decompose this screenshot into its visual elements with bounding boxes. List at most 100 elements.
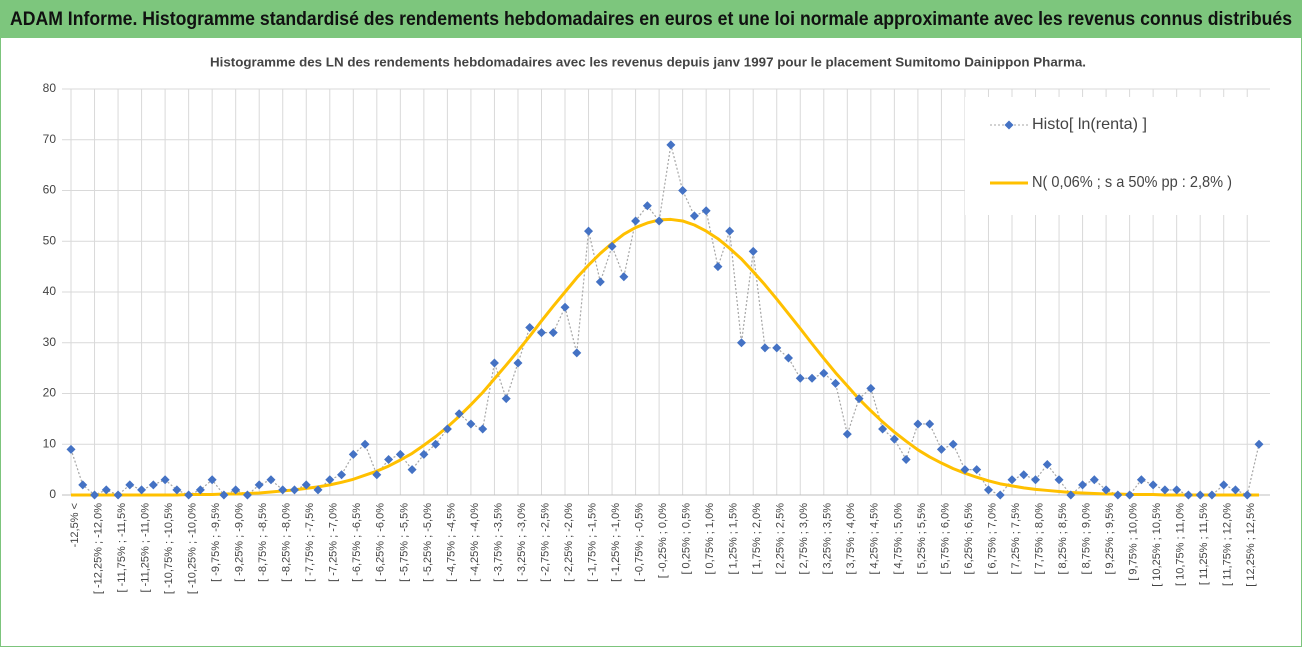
histo-point	[1054, 475, 1064, 485]
histo-point	[1136, 475, 1146, 485]
x-tick-label: [ 0,75% ; 1,0%	[704, 503, 716, 575]
histo-point	[442, 424, 452, 434]
histo-point	[854, 394, 864, 404]
histo-point	[489, 358, 499, 368]
histo-point	[1031, 475, 1041, 485]
histo-point	[113, 490, 123, 500]
x-tick-label: [ -5,75% ; -5,5%	[398, 503, 410, 582]
histo-point	[266, 475, 276, 485]
histo-point	[842, 429, 852, 439]
histo-point	[1183, 490, 1193, 500]
histo-point	[66, 444, 76, 454]
histo-point	[866, 383, 876, 393]
x-tick-label: [ 10,25% ; 10,5%	[1151, 503, 1163, 587]
histo-point	[701, 206, 711, 216]
page-title: ADAM Informe. Histogramme standardisé de…	[10, 9, 1292, 30]
x-tick-label: [ -4,25% ; -4,0%	[469, 503, 481, 582]
x-tick-label: [ 2,25% ; 2,5%	[775, 503, 787, 575]
histo-point	[572, 348, 582, 358]
x-tick-label: -12,5% <	[69, 503, 81, 547]
histo-point	[1019, 470, 1029, 480]
histo-point	[172, 485, 182, 495]
histo-point	[1230, 485, 1240, 495]
x-tick-label: [ -4,75% ; -4,5%	[445, 503, 457, 582]
normal-curve	[71, 217, 1259, 497]
histo-point	[1172, 485, 1182, 495]
histo-point	[807, 373, 817, 383]
histo-point	[831, 378, 841, 388]
chart-title: Histogramme des LN des rendements hebdom…	[210, 54, 1086, 69]
histo-point	[454, 409, 464, 419]
histo-point	[478, 424, 488, 434]
histo-point	[301, 480, 311, 490]
histo-point	[560, 302, 570, 312]
x-tick-label: [ -9,25% ; -9,0%	[234, 503, 246, 582]
histo-point	[713, 262, 723, 272]
x-tick-label: [ 12,25% ; 12,5%	[1245, 503, 1257, 587]
x-tick-label: [ 0,25% ; 0,5%	[681, 503, 693, 575]
histo-point	[1113, 490, 1123, 500]
histo-point	[925, 419, 935, 429]
x-tick-label: [ 5,75% ; 6,0%	[939, 503, 951, 575]
x-tick-label: [ -10,25% ; -10,0%	[187, 503, 199, 594]
histo-point	[607, 241, 617, 251]
histo-point	[160, 475, 170, 485]
histo-point	[278, 485, 288, 495]
histo-point	[384, 454, 394, 464]
histo-point	[1242, 490, 1252, 500]
x-tick-label: [ -3,75% ; -3,5%	[492, 503, 504, 582]
x-tick-label: [ -0,75% ; -0,5%	[634, 503, 646, 582]
histo-point	[360, 439, 370, 449]
histo-point	[666, 140, 676, 150]
histo-point	[78, 480, 88, 490]
histo-point	[1254, 439, 1264, 449]
histo-point	[148, 480, 158, 490]
x-tick-label: [ -11,25% ; -11,0%	[139, 503, 151, 593]
histo-point	[325, 475, 335, 485]
histo-point	[772, 343, 782, 353]
histo-point	[195, 485, 205, 495]
histo-point	[913, 419, 923, 429]
histo-point	[748, 246, 758, 256]
x-tick-label: [ 8,25% ; 8,5%	[1057, 503, 1069, 575]
x-tick-label: [ 1,25% ; 1,5%	[728, 503, 740, 575]
x-tick-label: [ -7,75% ; -7,5%	[304, 503, 316, 582]
histo-point	[948, 439, 958, 449]
y-tick-label: 20	[43, 386, 57, 400]
histo-point	[1125, 490, 1135, 500]
histo-point	[219, 490, 229, 500]
histo-point	[513, 358, 523, 368]
histo-point	[372, 470, 382, 480]
histo-point	[419, 449, 429, 459]
histo-point	[431, 439, 441, 449]
header-bar	[0, 0, 1302, 38]
x-tick-label: [ -8,75% ; -8,5%	[257, 503, 269, 582]
y-tick-label: 30	[43, 335, 57, 349]
histo-point	[536, 328, 546, 338]
x-tick-label: [ -2,25% ; -2,0%	[563, 503, 575, 582]
histo-point	[1207, 490, 1217, 500]
y-tick-label: 10	[43, 436, 57, 450]
x-tick-label: [ -0,25% ; 0,0%	[657, 503, 669, 578]
x-tick-label: [ -3,25% ; -3,0%	[516, 503, 528, 582]
x-tick-label: [ 7,25% ; 7,5%	[1010, 503, 1022, 575]
x-tick-label: [ 9,75% ; 10,0%	[1128, 503, 1140, 581]
histo-point	[348, 449, 358, 459]
legend-label: Histo[ ln(renta) ]	[1032, 116, 1147, 133]
histo-point	[125, 480, 135, 490]
histo-point	[289, 485, 299, 495]
histo-point	[654, 216, 664, 226]
histo-point	[1148, 480, 1158, 490]
histo-point	[889, 434, 899, 444]
histo-point	[1007, 475, 1017, 485]
histo-point	[1195, 490, 1205, 500]
x-tick-label: [ 9,25% ; 9,5%	[1104, 503, 1116, 575]
x-tick-label: [ -6,25% ; -6,0%	[375, 503, 387, 582]
histo-point	[619, 272, 629, 282]
x-tick-label: [ -10,75% ; -10,5%	[163, 503, 175, 594]
histo-point	[936, 444, 946, 454]
histo-point	[784, 353, 794, 363]
x-tick-label: [ -2,75% ; -2,5%	[539, 503, 551, 582]
histo-point	[1219, 480, 1229, 490]
